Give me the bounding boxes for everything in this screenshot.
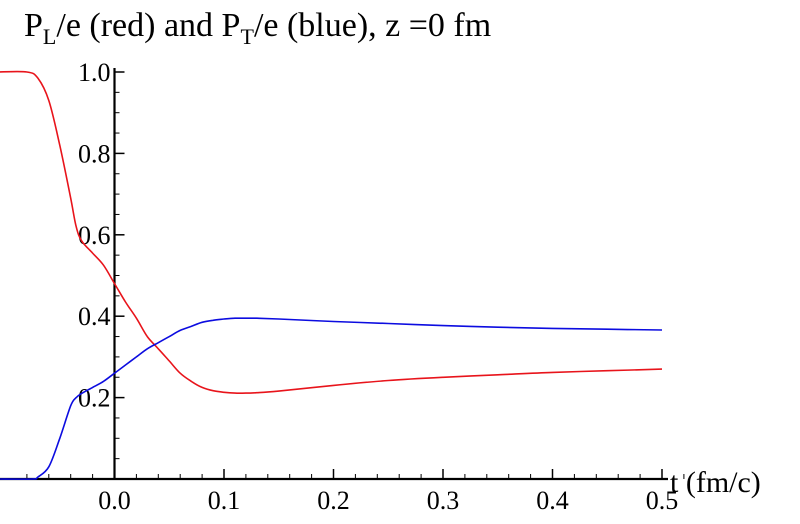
chart-title: PL/e (red) and PT/e (blue), z =0 fm: [24, 7, 491, 49]
axes: [0, 68, 668, 481]
ticks: 0.0 0.1 0.2 0.3 0.4 0.5 0.2 0.4 0.6 0.8 1.0: [26, 58, 685, 515]
x-tick-label: 0.0: [98, 486, 131, 515]
x-tick-label: 0.3: [427, 486, 460, 515]
y-tick-label: 1.0: [78, 58, 111, 87]
x-axis-title: t (fm/c): [670, 466, 761, 499]
x-tick-label: 0.1: [208, 486, 241, 515]
x-tick-label: 0.5: [646, 486, 679, 515]
series-line-0: [0, 70, 663, 395]
series-layer: [0, 70, 663, 480]
y-tick-label: 0.4: [78, 302, 111, 331]
y-tick-label: 0.2: [78, 384, 111, 413]
x-tick-label: 0.2: [317, 486, 350, 515]
x-tick-label: 0.4: [536, 486, 569, 515]
y-tick-label: 0.6: [78, 221, 111, 250]
series-line-1: [0, 317, 663, 480]
y-tick-label: 0.8: [78, 139, 111, 168]
